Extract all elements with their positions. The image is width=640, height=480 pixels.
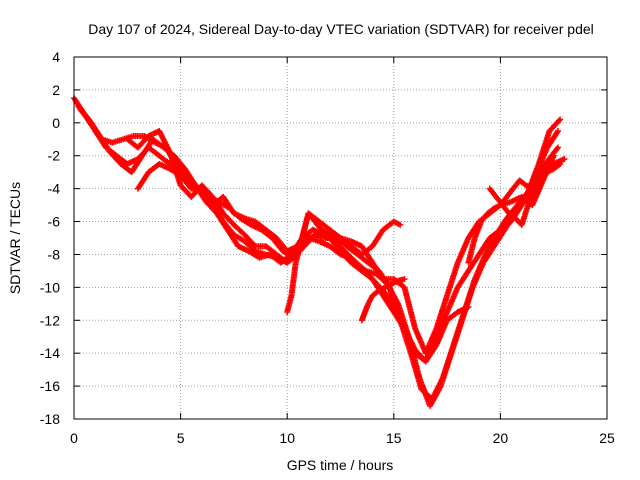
x-tick-label: 5 xyxy=(177,430,185,446)
chart-title: Day 107 of 2024, Sidereal Day-to-day VTE… xyxy=(88,21,594,37)
y-tick-label: -8 xyxy=(48,246,61,262)
data-point xyxy=(397,221,404,228)
y-tick-label: -12 xyxy=(40,312,60,328)
plot-area-border xyxy=(73,56,608,420)
data-point xyxy=(465,304,472,311)
y-tick-label: -4 xyxy=(48,181,61,197)
series-trace-6 xyxy=(284,210,404,316)
y-tick-label: -6 xyxy=(48,214,61,230)
data-point xyxy=(561,156,568,163)
x-tick-label: 0 xyxy=(70,430,78,446)
y-tick-label: -10 xyxy=(40,279,60,295)
y-tick-label: -14 xyxy=(40,345,60,361)
x-tick-label: 10 xyxy=(279,430,295,446)
x-axis-label: GPS time / hours xyxy=(287,457,394,473)
series-trace-8 xyxy=(465,144,561,266)
data-point xyxy=(554,128,561,135)
data-point xyxy=(557,116,564,123)
y-tick-label: -2 xyxy=(48,148,61,164)
x-tick-label: 20 xyxy=(493,430,509,446)
y-tick-label: 4 xyxy=(52,49,60,65)
y-tick-label: -16 xyxy=(40,378,60,394)
data-point xyxy=(401,276,408,283)
x-tick-label: 15 xyxy=(386,430,402,446)
series-trace-7 xyxy=(358,276,408,324)
y-tick-label: 2 xyxy=(52,82,60,98)
y-tick-label: -18 xyxy=(40,411,60,427)
x-tick-label: 25 xyxy=(599,430,615,446)
data-point xyxy=(554,144,561,151)
y-axis-label: SDTVAR / TECUs xyxy=(7,182,23,294)
y-tick-label: 0 xyxy=(52,115,60,131)
data-point xyxy=(557,160,564,167)
data-marks xyxy=(71,95,568,409)
series-trace-9 xyxy=(486,160,564,228)
